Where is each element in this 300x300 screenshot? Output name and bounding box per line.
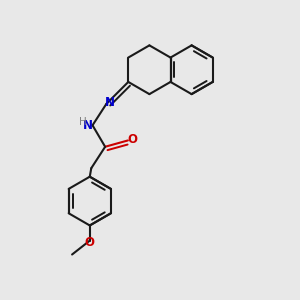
Text: H: H [79,117,87,127]
Text: N: N [83,119,93,132]
Text: N: N [105,96,115,109]
Text: O: O [128,134,138,146]
Text: O: O [85,236,95,250]
